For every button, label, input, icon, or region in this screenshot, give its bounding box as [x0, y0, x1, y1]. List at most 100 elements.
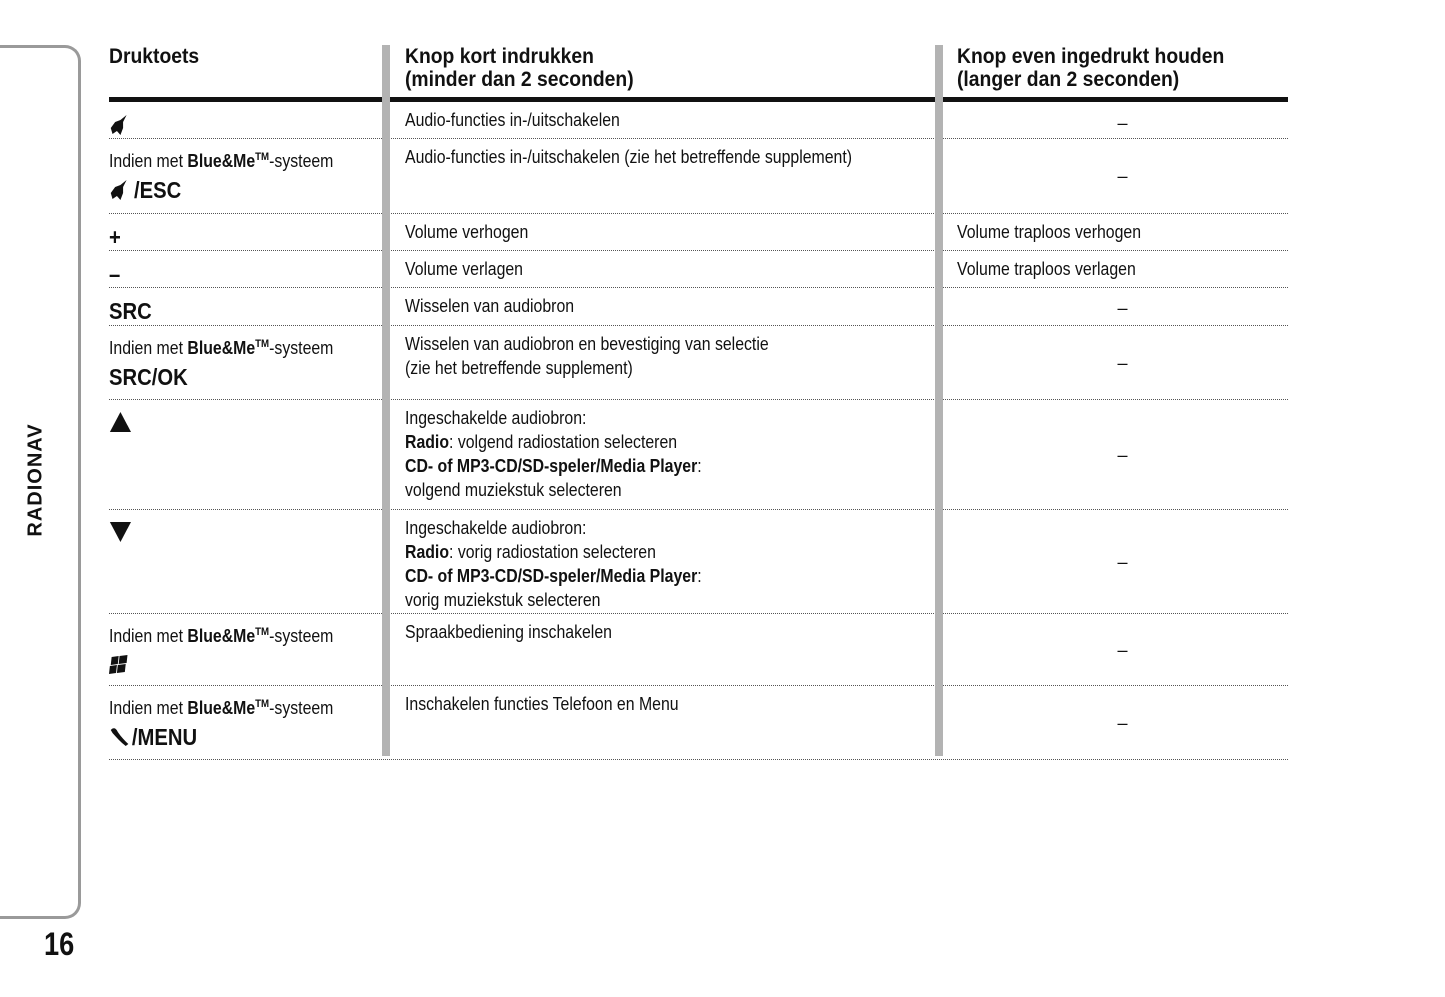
header-button: Druktoets	[109, 45, 200, 68]
text-line: (zie het betreffende supplement)	[405, 356, 891, 380]
long-press-text: –	[1117, 352, 1128, 373]
text-line: Audio-functies in-/uitschakelen (zie het…	[405, 145, 891, 169]
text-segment: Audio-functies in-/uitschakelen (zie het…	[405, 147, 853, 167]
text-line	[109, 406, 369, 442]
text-line: Inschakelen functies Telefoon en Menu	[405, 692, 891, 716]
text-segment: -systeem	[269, 151, 334, 171]
text-segment: TM	[255, 151, 270, 163]
short-press-cell: Wisselen van audiobron	[405, 288, 957, 328]
table-row: Audio-functies in-/uitschakelen –	[109, 102, 1288, 139]
text-line: –	[109, 257, 369, 291]
long-press-text: Volume traploos verlagen	[957, 259, 1136, 279]
long-press-text: –	[1117, 712, 1128, 733]
text-line: Audio-functies in-/uitschakelen	[405, 108, 891, 132]
text-line: Radio: vorig radiostation selecteren	[405, 540, 891, 564]
long-press-cell: –	[957, 102, 1288, 144]
text-line: Volume verlagen	[405, 257, 891, 281]
long-press-cell: Volume traploos verlagen	[957, 251, 1288, 291]
table-row: SRC Wisselen van audiobron –	[109, 288, 1288, 326]
text-line: Indien met Blue&MeTM-systeem	[109, 692, 369, 720]
text-segment: Radio	[405, 432, 450, 452]
long-press-text: –	[1117, 444, 1128, 465]
text-segment: Indien met	[109, 626, 188, 646]
page-number: 16	[44, 926, 75, 962]
key-cell: +	[109, 214, 405, 254]
text-line: Ingeschakelde audiobron:	[405, 516, 891, 540]
short-press-cell: Wisselen van audiobron en bevestiging va…	[405, 326, 957, 399]
text-segment: Blue&Me	[187, 626, 256, 646]
down-triangle-icon	[109, 518, 132, 552]
key-cell: Indien met Blue&MeTM-systeem SRC/OK	[109, 326, 405, 399]
text-segment: Volume verlagen	[405, 259, 524, 279]
text-segment: -systeem	[269, 626, 334, 646]
text-line: volgend muziekstuk selecteren	[405, 478, 891, 502]
up-triangle-icon	[109, 408, 132, 442]
text-line	[109, 516, 369, 552]
short-press-cell: Inschakelen functies Telefoon en Menu	[405, 686, 957, 759]
text-segment: :	[697, 456, 702, 476]
key-label: –	[109, 261, 121, 287]
text-segment: volgend muziekstuk selecteren	[405, 480, 622, 500]
long-press-text: –	[1117, 298, 1128, 318]
text-segment: Blue&Me	[187, 151, 256, 171]
table-row: Ingeschakelde audiobron: Radio: volgend r…	[109, 400, 1288, 510]
text-line: CD- of MP3-CD/SD-speler/Media Player:	[405, 564, 891, 588]
text-segment: Inschakelen functies Telefoon en Menu	[405, 694, 679, 714]
key-label: SRC	[109, 298, 152, 324]
text-segment: Spraakbediening inschakelen	[405, 622, 612, 642]
text-segment: CD- of MP3-CD/SD-speler/Media Player	[405, 456, 698, 476]
key-cell: Indien met Blue&MeTM-systeem/MENU	[109, 686, 405, 759]
long-press-text: Volume traploos verhogen	[957, 222, 1142, 242]
long-press-cell: Volume traploos verhogen	[957, 214, 1288, 254]
key-label: /MENU	[131, 724, 198, 750]
text-segment: TM	[255, 698, 270, 710]
text-segment: vorig muziekstuk selecteren	[405, 590, 601, 610]
long-press-cell: –	[957, 288, 1288, 328]
key-cell	[109, 400, 405, 509]
key-cell: –	[109, 251, 405, 291]
long-press-cell: –	[957, 686, 1288, 759]
side-tab	[0, 45, 81, 919]
text-segment: Ingeschakelde audiobron:	[405, 518, 587, 538]
key-cell: Indien met Blue&MeTM-systeem	[109, 614, 405, 685]
short-press-cell: Audio-functies in-/uitschakelen	[405, 102, 957, 144]
text-line: /MENU	[109, 720, 369, 756]
text-segment: (zie het betreffende supplement)	[405, 358, 633, 378]
text-segment: Wisselen van audiobron	[405, 296, 575, 316]
text-line	[109, 108, 369, 144]
header-short-press: Knop kort indrukken (minder dan 2 second…	[405, 45, 634, 91]
text-line: Indien met Blue&MeTM-systeem	[109, 145, 369, 173]
header-long-press: Knop even ingedrukt houden (langer dan 2…	[957, 45, 1225, 91]
long-press-cell: –	[957, 139, 1288, 213]
text-segment: : vorig radiostation selecteren	[449, 542, 656, 562]
text-line: Wisselen van audiobron en bevestiging va…	[405, 332, 891, 356]
table-row: Indien met Blue&MeTM-systeem Spraakbedien…	[109, 614, 1288, 686]
button-function-table: Druktoets Knop kort indrukken (minder da…	[109, 45, 1288, 760]
text-segment: : volgend radiostation selecteren	[449, 432, 678, 452]
text-line: Indien met Blue&MeTM-systeem	[109, 620, 369, 648]
text-line: Ingeschakelde audiobron:	[405, 406, 891, 430]
side-tab-label: RADIONAV	[24, 423, 47, 537]
text-segment: CD- of MP3-CD/SD-speler/Media Player	[405, 566, 698, 586]
column-divider	[382, 45, 390, 756]
text-segment: TM	[255, 626, 270, 638]
mute-icon	[109, 110, 128, 144]
long-press-text: –	[1117, 166, 1128, 186]
key-cell: Indien met Blue&MeTM-systeem /ESC	[109, 139, 405, 213]
text-line: /ESC	[109, 173, 369, 209]
text-segment: -systeem	[269, 698, 334, 718]
text-line: SRC/OK	[109, 360, 369, 394]
text-segment: Blue&Me	[187, 338, 256, 358]
text-segment: TM	[255, 338, 270, 350]
text-line: Wisselen van audiobron	[405, 294, 891, 318]
short-press-cell: Volume verhogen	[405, 214, 957, 254]
text-segment: Volume verhogen	[405, 222, 529, 242]
text-segment: Wisselen van audiobron en bevestiging va…	[405, 334, 769, 354]
long-press-cell: –	[957, 326, 1288, 399]
table-row: Indien met Blue&MeTM-systeem /ESC Audio-f…	[109, 139, 1288, 214]
text-segment: Indien met	[109, 338, 188, 358]
long-press-text: –	[1117, 551, 1128, 572]
key-label: SRC/OK	[109, 364, 188, 390]
table-row: Indien met Blue&MeTM-systeem SRC/OK Wissel…	[109, 326, 1288, 400]
text-line: Radio: volgend radiostation selecteren	[405, 430, 891, 454]
